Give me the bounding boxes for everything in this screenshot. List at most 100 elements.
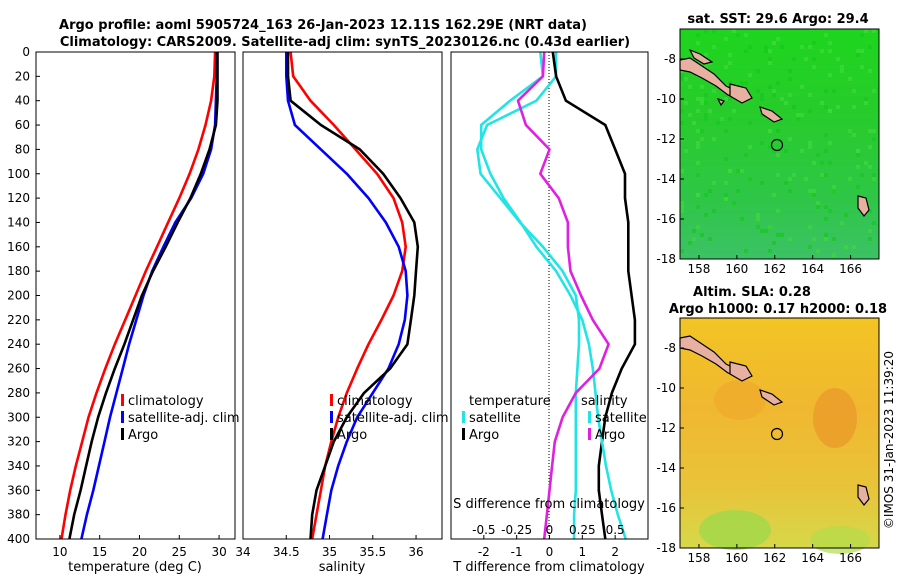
- sst-pixel: [860, 49, 864, 53]
- legend-marker-satellite: [330, 411, 333, 423]
- sst-pixel: [772, 241, 776, 245]
- sst-pixel: [864, 97, 868, 101]
- temperature-difference-tick-label: 1: [579, 545, 587, 559]
- sst-pixel: [856, 153, 860, 157]
- sst-pixel: [788, 69, 792, 73]
- sst-pixel: [812, 65, 816, 69]
- sst-pixel: [800, 45, 804, 49]
- argo-location-marker: [770, 427, 784, 441]
- sst-pixel: [744, 81, 748, 85]
- legend-marker-climatology: [121, 394, 124, 406]
- sst-pixel: [872, 137, 876, 141]
- sst-pixel: [848, 177, 852, 181]
- sst-pixel: [800, 149, 804, 153]
- sst-pixel: [728, 61, 732, 65]
- lat-tick-label: -12: [656, 132, 676, 146]
- lon-tick-label: 160: [725, 551, 748, 565]
- sst-pixel: [856, 165, 860, 169]
- sst-pixel: [776, 129, 780, 133]
- sst-pixel: [776, 37, 780, 41]
- sst-pixel: [688, 113, 692, 117]
- sst-pixel: [764, 49, 768, 53]
- sst-pixel: [684, 149, 688, 153]
- sst-pixel: [792, 57, 796, 61]
- temperature-tick-label: 20: [132, 545, 147, 559]
- sst-pixel: [788, 77, 792, 81]
- argo-location-marker: [770, 138, 784, 152]
- sst-pixel: [796, 113, 800, 117]
- temperature-tick-label: 30: [211, 545, 226, 559]
- sla-map-frame: [679, 317, 880, 549]
- sst-pixel: [808, 45, 812, 49]
- sst-pixel: [860, 173, 864, 177]
- sst-pixel: [868, 237, 872, 241]
- sst-pixel: [872, 129, 876, 133]
- figure-title-line1: Argo profile: aoml 5905724_163 26-Jan-20…: [59, 18, 587, 33]
- series-line-salinity-argo: [516, 51, 610, 540]
- sst-pixel: [796, 117, 800, 121]
- lat-tick-label: -10: [656, 381, 676, 395]
- island-shape: [729, 361, 753, 382]
- salinity-difference-tick-label: -0.25: [501, 523, 532, 537]
- lon-tick-label: 164: [801, 262, 824, 276]
- sst-pixel: [684, 77, 688, 81]
- depth-tick-label: 380: [7, 508, 30, 522]
- sst-pixel: [816, 153, 820, 157]
- sst-pixel: [760, 181, 764, 185]
- sst-pixel: [804, 177, 808, 181]
- sst-pixel: [704, 53, 708, 57]
- sst-pixel: [692, 237, 696, 241]
- salinity-tick-label: 34.5: [273, 545, 300, 559]
- sst-pixel: [724, 65, 728, 69]
- sst-pixel: [780, 45, 784, 49]
- temperature-tick-label: 25: [172, 545, 187, 559]
- sst-pixel: [868, 45, 872, 49]
- sst-pixel: [872, 221, 876, 225]
- sst-pixel: [680, 73, 684, 77]
- depth-tick-label: 140: [7, 215, 30, 229]
- island-shape: [716, 97, 725, 107]
- sst-pixel: [744, 249, 748, 253]
- depth-tick-label: 20: [15, 69, 30, 83]
- temperature-difference-tick-label: 2: [611, 545, 619, 559]
- sst-coastlines: [679, 48, 870, 217]
- sst-pixel: [808, 145, 812, 149]
- sst-pixel: [820, 173, 824, 177]
- sst-pixel: [772, 149, 776, 153]
- sla-high-blob: [813, 388, 857, 448]
- sst-pixel: [712, 89, 716, 93]
- difference-legend: temperature satellite Argo salinity sate…: [462, 394, 647, 443]
- island-shape: [857, 195, 870, 217]
- temperature-difference-tick-label: -2: [478, 545, 490, 559]
- legend-label-climatology: climatology: [337, 394, 413, 409]
- sst-pixel: [700, 137, 704, 141]
- sst-pixel: [712, 181, 716, 185]
- legend-marker-salinity-argo: [588, 428, 591, 440]
- depth-tick-label: 260: [7, 362, 30, 376]
- legend-label-climatology: climatology: [128, 394, 204, 409]
- salinity-difference-tick-label: -0.5: [472, 523, 495, 537]
- sst-pixel: [840, 221, 844, 225]
- sst-pixel: [816, 249, 820, 253]
- credit-text: ©IMOS 31-Jan-2023 11:39:20: [882, 351, 896, 529]
- sst-pixel: [740, 217, 744, 221]
- sst-pixel: [680, 249, 684, 253]
- sst-pixel: [692, 121, 696, 125]
- sst-pixel: [776, 121, 780, 125]
- sst-pixel: [820, 101, 824, 105]
- sst-pixel: [776, 209, 780, 213]
- depth-tick-label: 400: [7, 532, 30, 546]
- sst-pixel: [696, 205, 700, 209]
- sst-pixel: [804, 57, 808, 61]
- sst-pixel: [768, 57, 772, 61]
- sst-pixel: [688, 85, 692, 89]
- sst-pixel: [704, 213, 708, 217]
- sst-pixel: [864, 101, 868, 105]
- sst-pixel: [868, 165, 872, 169]
- sst-pixel: [868, 69, 872, 73]
- lon-tick-label: 160: [725, 262, 748, 276]
- sst-pixel: [732, 109, 736, 113]
- sst-pixel: [808, 109, 812, 113]
- sst-pixel: [712, 209, 716, 213]
- sst-pixel: [828, 161, 832, 165]
